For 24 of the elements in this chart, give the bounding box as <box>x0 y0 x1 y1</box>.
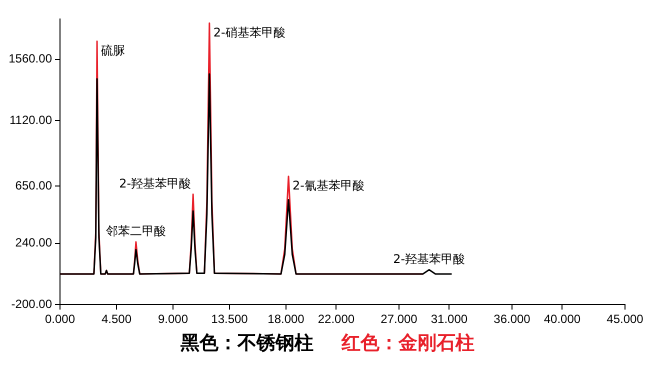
x-tick-label: 0.000 <box>44 312 76 326</box>
annotation: 2-硝基苯甲酸 <box>213 25 286 40</box>
y-tick-label: 1560.00 <box>8 52 52 66</box>
x-tick-label: 27.000 <box>380 312 418 326</box>
x-tick-label: 45.000 <box>606 312 644 326</box>
x-tick-label: 40.000 <box>544 312 581 326</box>
x-tick-label: 13.500 <box>211 312 248 326</box>
y-tick-label: 240.00 <box>15 236 52 250</box>
annotation: 邻苯二甲酸 <box>106 224 166 238</box>
x-tick-label: 18.000 <box>268 312 305 326</box>
y-tick-label: 1120.00 <box>10 113 52 128</box>
x-tick-label: 22.000 <box>318 312 355 326</box>
text: 红色：金刚石柱 <box>342 332 474 354</box>
x-tick-label: 4.500 <box>101 312 132 326</box>
text: 黑色：不锈钢柱 <box>180 332 314 354</box>
x-tick-label: 9.000 <box>158 312 188 326</box>
annotation: 硫脲 <box>101 43 126 58</box>
y-tick-label: 650.00 <box>15 178 52 192</box>
annotation: 2-氰基苯甲酸 <box>292 178 364 193</box>
annotation: 2-羟基苯甲酸 <box>119 176 192 190</box>
x-tick-label: 31.000 <box>430 312 468 326</box>
y-tick-label: -200.00 <box>11 296 52 311</box>
annotation: 2-羟基苯甲酸 <box>393 252 466 266</box>
x-tick-label: 36.000 <box>494 312 531 326</box>
